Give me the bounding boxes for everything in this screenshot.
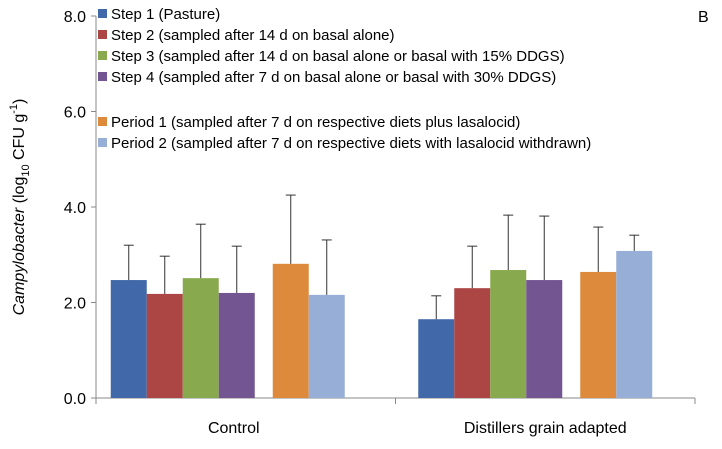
y-label-part: 10: [20, 164, 32, 176]
legend-label: Step 2 (sampled after 14 d on basal alon…: [111, 27, 395, 44]
legend-label: Period 2 (sampled after 7 d on respectiv…: [111, 135, 591, 152]
legend-swatch: [98, 138, 107, 147]
y-tick-label: 2.0: [64, 296, 86, 313]
legend-swatch: [98, 9, 107, 18]
x-tick-label: Distillers grain adapted: [464, 420, 627, 437]
legend-label: Period 1 (sampled after 7 d on respectiv…: [111, 114, 520, 131]
bar: [490, 270, 527, 398]
bar: [218, 292, 255, 398]
bar: [146, 293, 183, 398]
bar: [418, 319, 455, 398]
y-label-part: -1: [8, 104, 20, 114]
y-tick-label: 8.0: [64, 9, 86, 26]
bar: [272, 263, 309, 398]
bar: [580, 271, 617, 398]
bar: [616, 250, 653, 398]
legend-label: Step 3 (sampled after 14 d on basal alon…: [111, 48, 565, 65]
y-axis-label: Campylobacter (log10 CFU g-1): [8, 99, 32, 316]
y-label-part: (log: [11, 177, 28, 208]
legend-swatch: [98, 72, 107, 81]
legend-swatch: [98, 51, 107, 60]
x-tick-label: Control: [208, 420, 260, 437]
bar: [110, 280, 147, 398]
legend-label: Step 1 (Pasture): [111, 6, 220, 23]
y-label-part: ): [11, 99, 28, 104]
y-tick-label: 0.0: [64, 391, 86, 408]
y-tick-label: 6.0: [64, 105, 86, 122]
y-label-part: CFU g: [11, 114, 28, 165]
bar: [454, 288, 491, 398]
y-tick-label: 4.0: [64, 200, 86, 217]
panel-label: B: [698, 9, 709, 26]
legend-swatch: [98, 117, 107, 126]
legend-label: Step 4 (sampled after 7 d on basal alone…: [111, 69, 556, 86]
legend-swatch: [98, 30, 107, 39]
bar: [308, 294, 345, 398]
bar: [182, 278, 219, 398]
y-label-part: Campylobacter: [11, 207, 28, 315]
bar: [526, 280, 563, 398]
